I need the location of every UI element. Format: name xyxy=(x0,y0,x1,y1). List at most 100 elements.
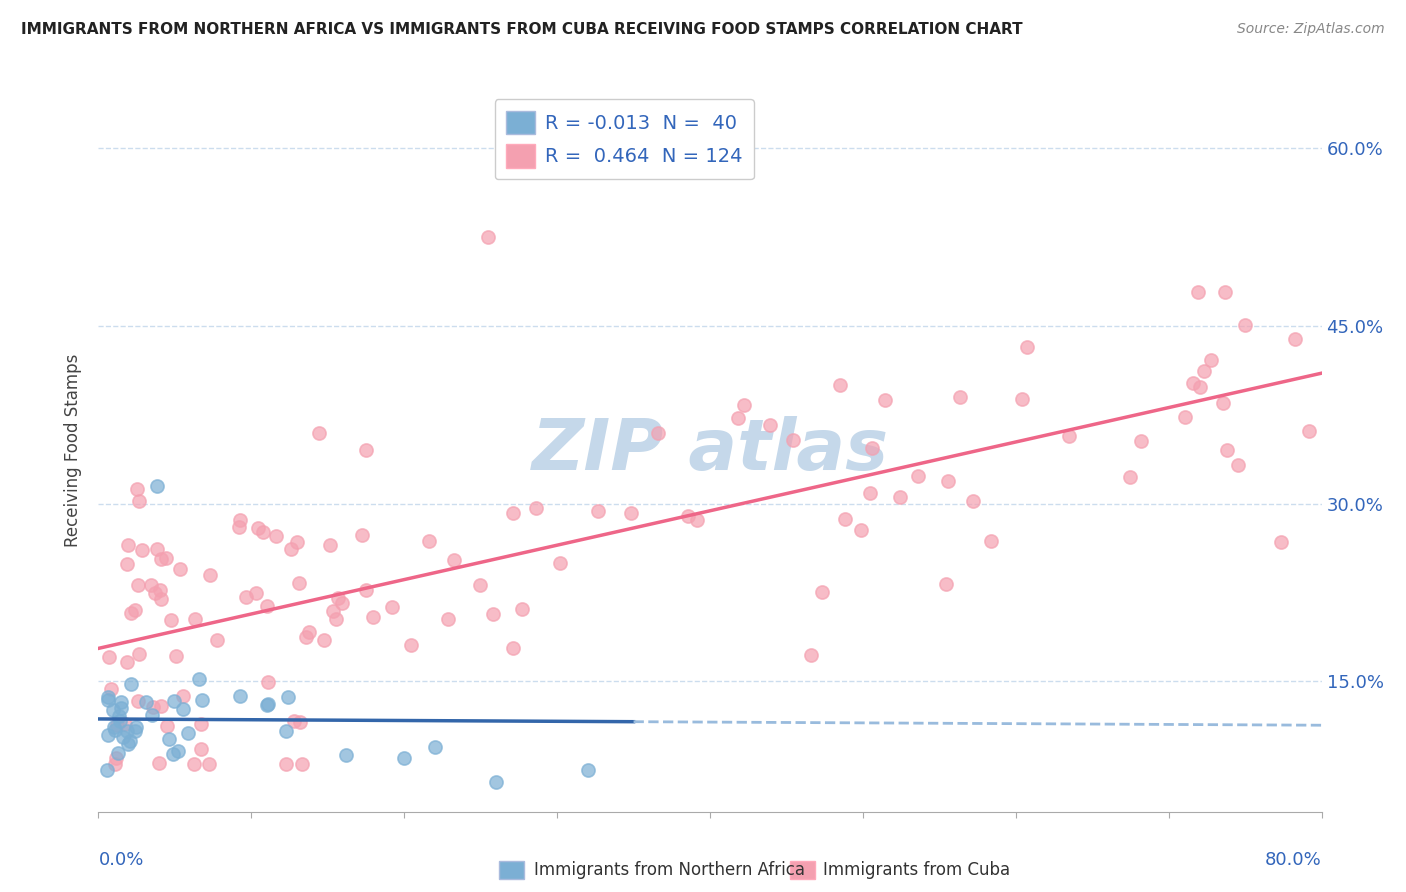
Point xyxy=(399,639,422,653)
Point xyxy=(141,700,163,714)
Point xyxy=(107,746,129,760)
Point xyxy=(165,649,187,664)
Point xyxy=(128,647,150,661)
Text: ZIP atlas: ZIP atlas xyxy=(531,416,889,485)
Point xyxy=(149,591,172,606)
Point xyxy=(1298,424,1320,438)
Point xyxy=(418,533,440,548)
Point xyxy=(485,775,508,789)
Point xyxy=(117,655,139,669)
Point xyxy=(131,543,153,558)
Point xyxy=(184,612,207,626)
Point xyxy=(1189,380,1212,394)
Point xyxy=(1182,376,1205,390)
Point xyxy=(936,475,959,489)
Y-axis label: Receiving Food Stamps: Receiving Food Stamps xyxy=(65,354,83,547)
Point xyxy=(235,591,257,605)
Point xyxy=(156,719,179,733)
Point xyxy=(550,556,572,570)
Point xyxy=(285,534,308,549)
Point xyxy=(288,576,311,591)
Point xyxy=(198,567,221,582)
Point xyxy=(352,528,374,542)
Point xyxy=(332,596,354,610)
Point xyxy=(118,733,141,747)
Point xyxy=(114,717,136,731)
Point xyxy=(115,558,138,572)
Point xyxy=(443,553,465,567)
Point xyxy=(110,701,132,715)
Point xyxy=(1174,410,1197,425)
Point xyxy=(962,494,984,508)
Point xyxy=(145,586,167,600)
Point xyxy=(283,714,305,728)
Point xyxy=(502,506,524,520)
Point xyxy=(1199,353,1222,368)
Point xyxy=(198,757,221,772)
Point xyxy=(108,709,131,723)
Point xyxy=(318,538,340,552)
Point xyxy=(588,503,610,517)
Point xyxy=(124,723,146,738)
Point xyxy=(101,703,124,717)
Point xyxy=(167,744,190,758)
Point xyxy=(356,583,378,598)
Point xyxy=(124,603,146,617)
Point xyxy=(125,482,148,496)
Point xyxy=(811,585,834,599)
Point xyxy=(172,702,194,716)
Point xyxy=(148,756,170,770)
Point xyxy=(190,742,212,756)
Point xyxy=(1015,340,1038,354)
Point xyxy=(834,512,856,526)
Point xyxy=(117,538,139,552)
Point xyxy=(159,613,181,627)
Point xyxy=(298,625,321,640)
Point xyxy=(1011,392,1033,407)
Point xyxy=(470,578,492,592)
Point xyxy=(576,764,599,778)
Text: 0.0%: 0.0% xyxy=(98,852,143,870)
Point xyxy=(1187,285,1209,300)
Point xyxy=(120,606,142,620)
Point xyxy=(149,583,172,598)
Point xyxy=(280,542,302,557)
Point xyxy=(252,524,274,539)
Point xyxy=(162,747,184,761)
Point xyxy=(155,551,177,566)
Point xyxy=(859,486,882,500)
Point xyxy=(256,599,278,613)
Point xyxy=(145,479,167,493)
Point xyxy=(103,720,125,734)
Point xyxy=(104,757,127,772)
Point xyxy=(1119,470,1142,484)
Point xyxy=(277,690,299,705)
Point xyxy=(381,599,404,614)
Text: 80.0%: 80.0% xyxy=(1265,852,1322,870)
Point xyxy=(172,689,194,703)
Point xyxy=(104,723,127,738)
Point xyxy=(727,411,749,425)
Point xyxy=(115,724,138,739)
Point xyxy=(1284,332,1306,346)
Point xyxy=(128,493,150,508)
Point xyxy=(97,728,120,742)
Point xyxy=(183,757,205,772)
Point xyxy=(97,690,120,705)
Point xyxy=(163,694,186,708)
Point xyxy=(135,695,157,709)
Point xyxy=(477,230,499,244)
Point xyxy=(524,500,547,515)
Point xyxy=(257,697,280,711)
Point xyxy=(1213,285,1236,299)
Point xyxy=(502,641,524,656)
Point xyxy=(108,714,131,728)
Point xyxy=(325,611,347,625)
Point xyxy=(256,698,278,712)
Point xyxy=(889,490,911,504)
Point xyxy=(312,632,335,647)
Point xyxy=(949,391,972,405)
Point xyxy=(510,602,533,616)
Legend: R = -0.013  N =  40, R =  0.464  N = 124: R = -0.013 N = 40, R = 0.464 N = 124 xyxy=(495,99,754,179)
Point xyxy=(830,378,852,392)
